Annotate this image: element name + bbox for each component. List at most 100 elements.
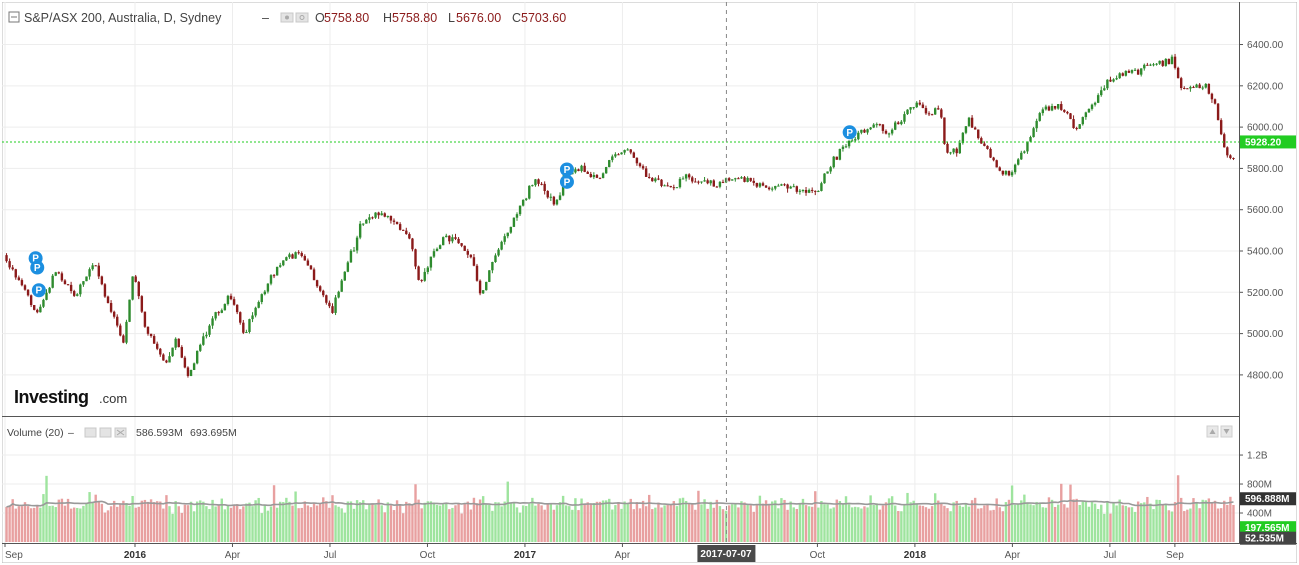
event-marker[interactable]: P: [842, 125, 857, 140]
collapse-icon[interactable]: [8, 11, 20, 23]
volume-bar: [122, 500, 125, 542]
title-dropdown-icon[interactable]: –: [262, 11, 269, 25]
volume-bar: [368, 503, 371, 542]
main-legend: S&P/ASX 200, Australia, D, Sydney – O 57…: [8, 11, 566, 25]
volume-bar: [420, 508, 423, 542]
candle-body: [1050, 106, 1054, 111]
candle-body: [1020, 152, 1023, 160]
last-price-label: 5928.20: [1245, 137, 1282, 148]
close-letter: C: [512, 11, 521, 25]
candle-body: [497, 249, 500, 256]
volume-axis[interactable]: 1.2B 800M 400M: [1239, 451, 1272, 520]
volume-bar: [1026, 502, 1029, 542]
volume-dropdown-icon[interactable]: –: [68, 427, 74, 439]
candle-body: [140, 296, 144, 312]
volume-bar: [380, 505, 383, 542]
volume-bar: [1063, 504, 1066, 542]
volume-bar: [894, 505, 897, 542]
candle-body: [1229, 155, 1232, 159]
price-axis[interactable]: 6400.00 6200.00 6000.00 5800.00 5600.00 5400.…: [1239, 40, 1284, 381]
volume-bar: [1001, 511, 1005, 542]
investing-logo: Investing .com: [14, 387, 127, 407]
volume-legend-icons[interactable]: [84, 427, 127, 438]
volume-bar: [912, 500, 915, 542]
pane-buttons[interactable]: [1206, 425, 1233, 438]
volume-bar: [423, 502, 426, 542]
candle-body: [199, 344, 202, 351]
volume-gear-icon[interactable]: [99, 427, 112, 438]
candle-body: [251, 315, 254, 320]
candle-body: [761, 183, 765, 186]
candle-body: [746, 177, 749, 182]
candle-body: [414, 249, 417, 267]
candle-body: [481, 290, 485, 294]
candle-body: [1124, 70, 1128, 76]
candle-body: [875, 124, 878, 126]
volume-bar: [398, 504, 402, 542]
volume-bar: [1029, 504, 1032, 542]
time-tick-label: 2017: [514, 550, 537, 561]
time-axis[interactable]: Sep 2016 Apr Jul Oct 2017 Apr Oct 2018 Apr Jul Sep: [4, 543, 1184, 561]
candle-body: [512, 217, 516, 227]
volume-bar: [26, 506, 30, 542]
candle-body: [857, 132, 860, 140]
volume-bar: [300, 507, 303, 542]
volume-bar: [580, 498, 583, 542]
volume-bar: [949, 511, 952, 542]
volume-bar: [1047, 497, 1051, 542]
event-marker[interactable]: P: [559, 174, 574, 189]
volume-bar: [362, 500, 365, 542]
volume-bar: [165, 495, 168, 542]
candle-body: [949, 152, 952, 154]
gear-icon-ring: [299, 15, 305, 20]
volume-bar: [8, 505, 11, 542]
volume-bar: [1075, 498, 1078, 542]
event-marker[interactable]: P: [31, 283, 46, 298]
volume-bar: [466, 501, 469, 542]
volume-bar: [900, 511, 903, 542]
candle-body: [826, 171, 829, 174]
volume-bar: [632, 509, 636, 542]
volume-bar: [666, 504, 669, 542]
event-marker[interactable]: P: [30, 260, 45, 275]
volume-bar: [924, 507, 928, 542]
candle-body: [737, 178, 740, 180]
candle-body: [398, 224, 402, 230]
volume-bar: [854, 506, 857, 542]
candle-body: [39, 306, 42, 313]
candle-body: [878, 124, 882, 126]
candle-body: [1007, 170, 1011, 176]
candle-body: [494, 255, 497, 263]
volume-eye-icon[interactable]: [84, 427, 97, 438]
candle-body: [343, 271, 346, 281]
volume-bar: [767, 504, 771, 542]
volume-bar: [983, 505, 986, 542]
volume-bar: [11, 499, 14, 542]
candle-body: [220, 310, 223, 313]
volume-bar: [592, 503, 596, 542]
volume-bar: [349, 501, 353, 542]
gear-icon[interactable]: [295, 12, 309, 23]
volume-bar: [1201, 499, 1204, 542]
volume-bar: [669, 504, 672, 542]
volume-bar: [288, 501, 291, 542]
low-letter: L: [448, 11, 455, 25]
event-marker[interactable]: P: [559, 162, 574, 177]
volume-bar: [1035, 501, 1038, 542]
legend-settings-icons[interactable]: [280, 12, 309, 23]
volume-bar: [844, 496, 848, 542]
candle-body: [810, 189, 814, 191]
volume-bar: [358, 502, 362, 542]
candle-body: [488, 270, 491, 282]
candle-body: [669, 185, 672, 188]
volume-bar: [1053, 506, 1057, 542]
volume-bar: [180, 512, 184, 542]
candle-body: [509, 226, 513, 233]
volume-bar: [331, 495, 334, 542]
candle-body: [189, 369, 193, 376]
volume-low-tag: 52.535M: [1240, 531, 1296, 545]
volume-bar: [973, 497, 977, 542]
volume-bar: [100, 503, 104, 542]
volume-bar: [1232, 504, 1235, 542]
